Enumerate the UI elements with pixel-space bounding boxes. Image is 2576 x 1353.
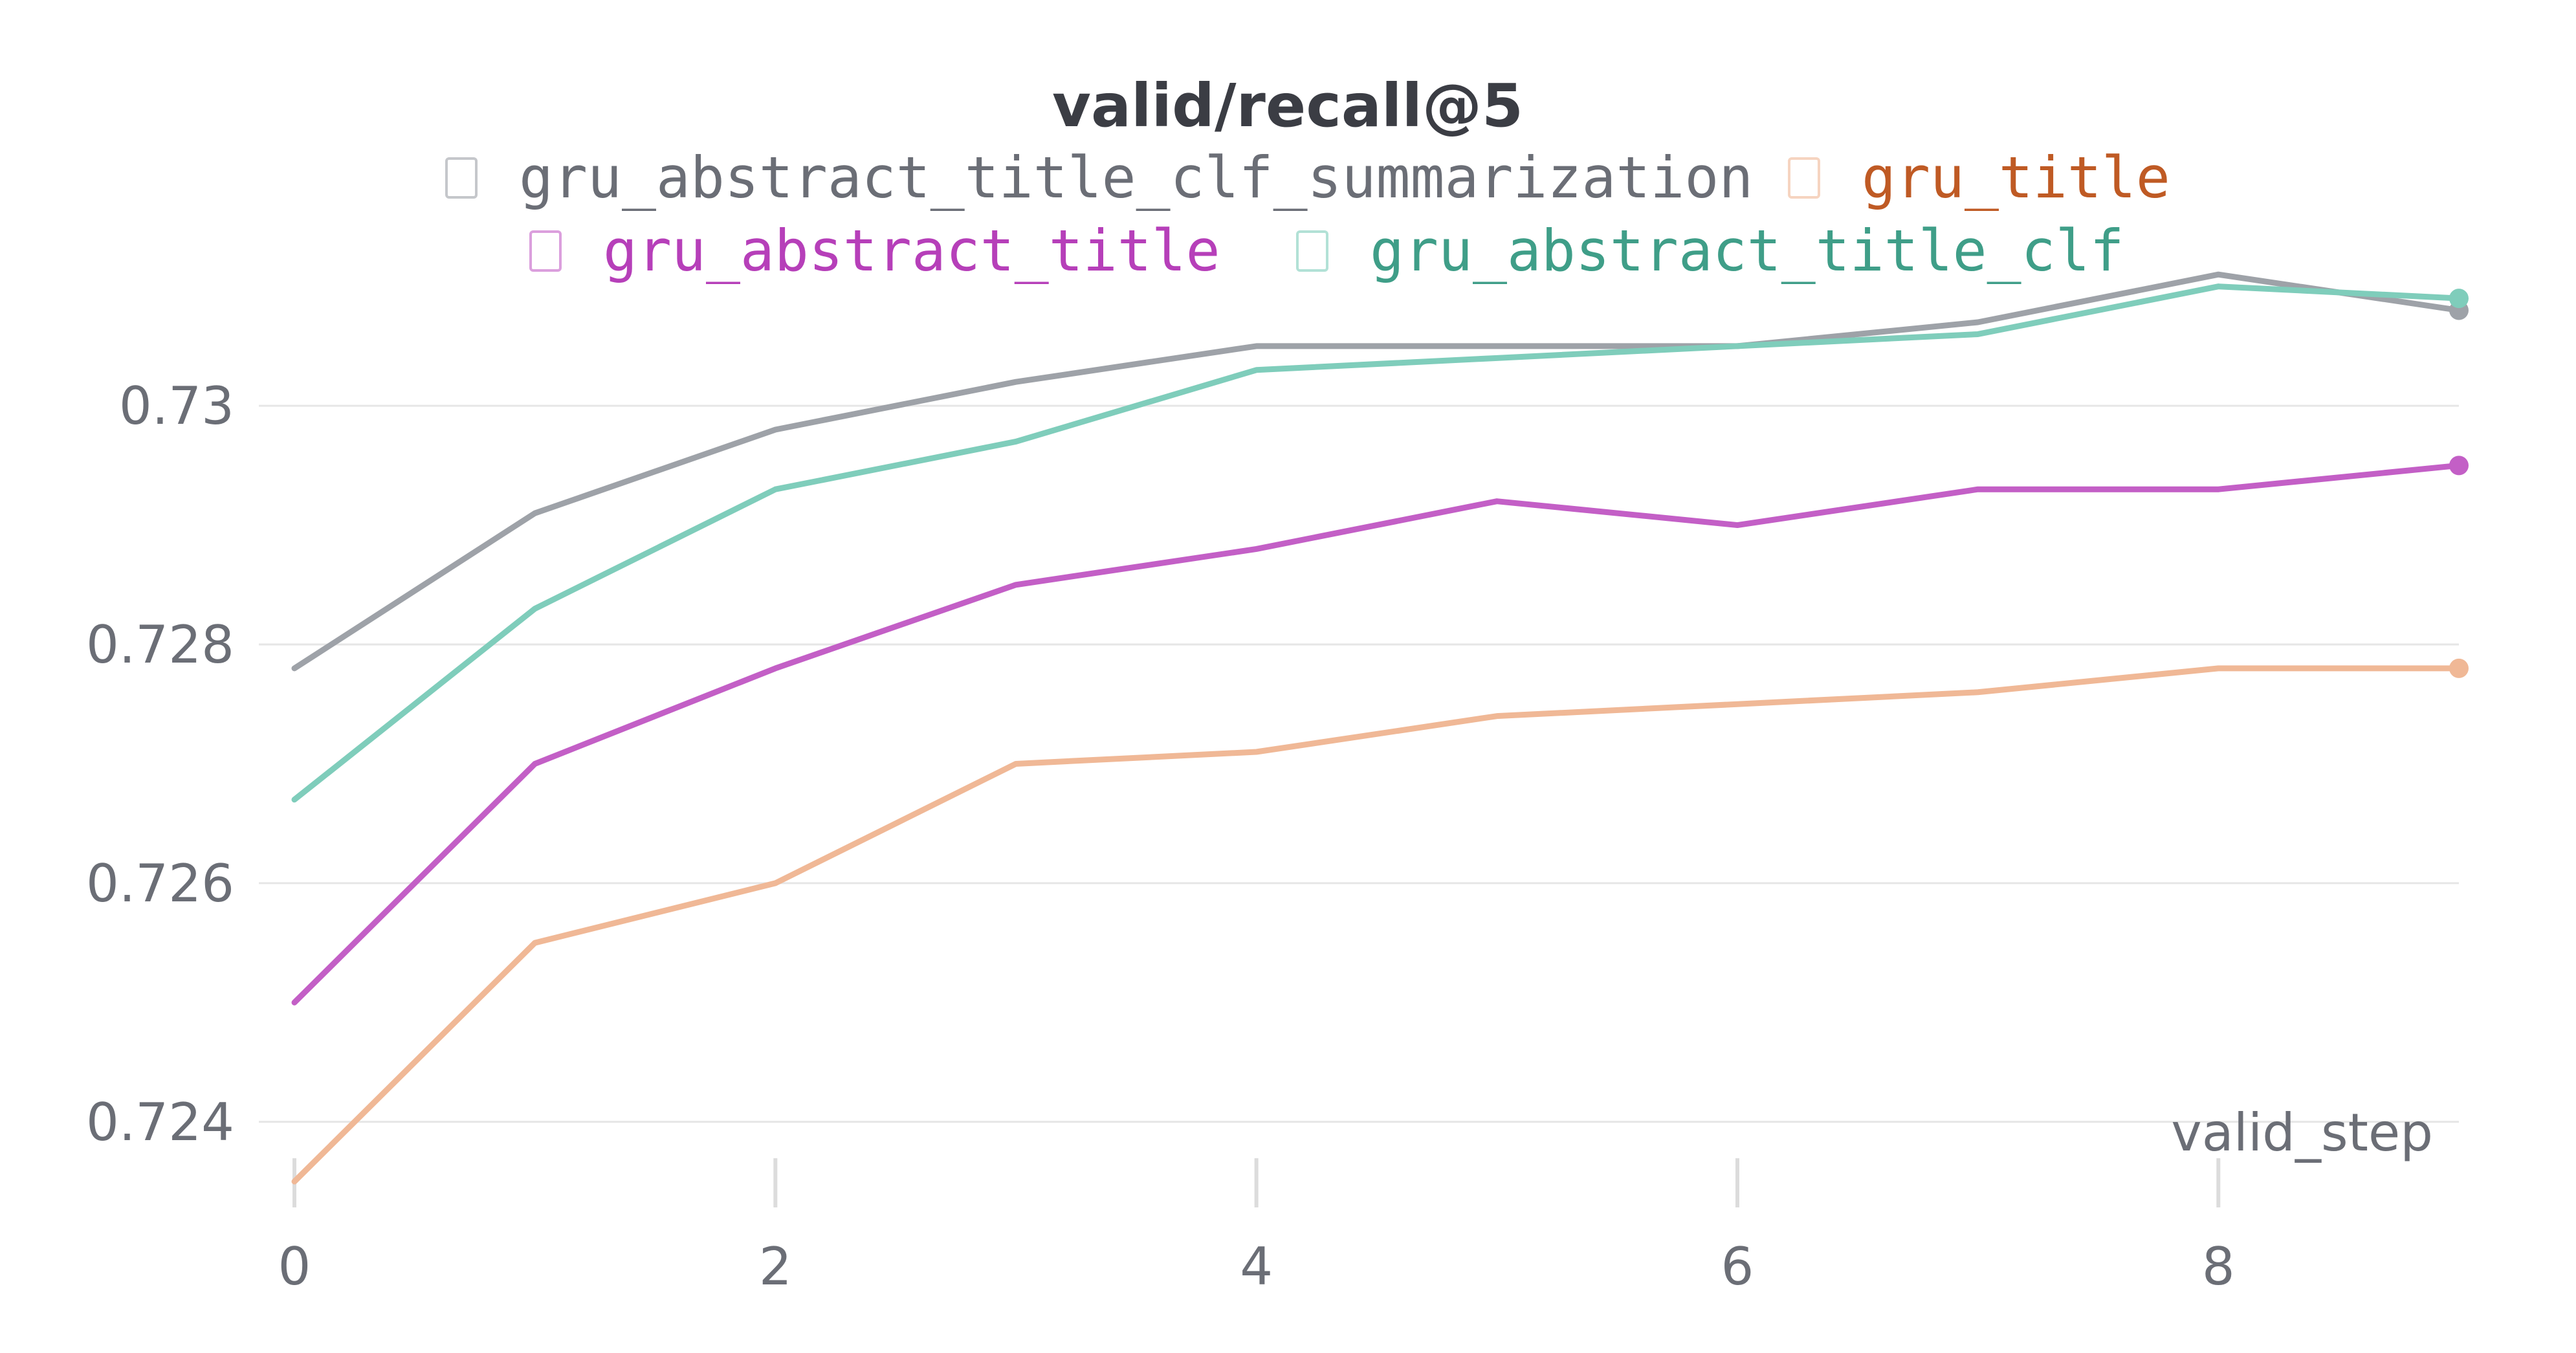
series-end-marker bbox=[2449, 456, 2469, 476]
series-line-gru_abstract_title_clf bbox=[291, 283, 2462, 803]
gridlines bbox=[259, 404, 2459, 1123]
chart-title: valid/recall@5 bbox=[1052, 71, 1523, 140]
series-line-gru_title bbox=[291, 665, 2462, 1185]
x-axis: 0 2 4 6 8 bbox=[278, 1158, 2235, 1297]
legend-label[interactable]: gru_abstract_title bbox=[603, 217, 1220, 284]
y-tick-label: 0.728 bbox=[86, 615, 234, 675]
x-tick-label: 2 bbox=[759, 1237, 792, 1297]
legend-label[interactable]: gru_abstract_title_clf bbox=[1370, 217, 2124, 284]
series-line-gru_abstract_title bbox=[291, 462, 2462, 1006]
x-axis-label: valid_step bbox=[2171, 1103, 2433, 1163]
legend-swatch bbox=[1296, 230, 1328, 272]
series-end-marker bbox=[2449, 289, 2469, 309]
x-tick-label: 0 bbox=[278, 1237, 311, 1297]
x-tick-label: 4 bbox=[1240, 1237, 1273, 1297]
legend-label[interactable]: gru_abstract_title_clf_summarization bbox=[519, 144, 1753, 211]
legend-swatch bbox=[529, 230, 562, 272]
y-tick-label: 0.726 bbox=[86, 853, 234, 914]
y-tick-label: 0.73 bbox=[119, 376, 234, 436]
series-end-marker bbox=[2449, 658, 2469, 678]
series-line-gru_abstract_title_clf_summarization bbox=[291, 271, 2462, 672]
series-lines bbox=[291, 271, 2469, 1185]
y-axis: 0.724 0.726 0.728 0.73 bbox=[86, 376, 234, 1152]
x-tick-label: 6 bbox=[1721, 1237, 1754, 1297]
legend-swatch bbox=[1788, 157, 1820, 199]
legend-label[interactable]: gru_title bbox=[1862, 144, 2170, 211]
y-tick-label: 0.724 bbox=[86, 1092, 234, 1152]
x-tick-label: 8 bbox=[2202, 1237, 2235, 1297]
legend: gru_abstract_title_clf_summarization gru_… bbox=[445, 144, 2170, 284]
legend-swatch bbox=[445, 157, 478, 199]
